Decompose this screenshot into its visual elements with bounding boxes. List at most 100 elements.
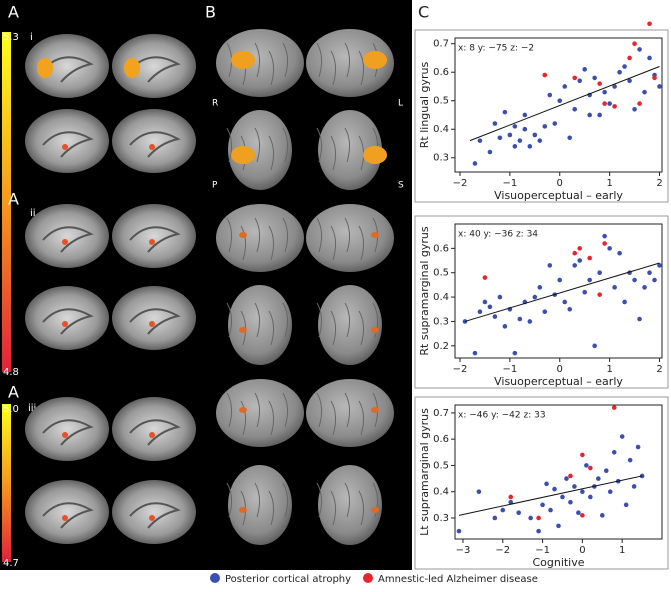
panel-frame	[414, 215, 669, 389]
data-point	[652, 75, 657, 81]
activation	[371, 232, 379, 238]
data-point	[552, 486, 557, 492]
data-point	[632, 277, 637, 283]
orientation-label: R	[212, 99, 218, 109]
data-point	[522, 126, 528, 132]
data-point	[502, 324, 508, 329]
y-tick-label: 0.3	[433, 513, 449, 524]
data-point	[647, 55, 652, 61]
sulcus	[330, 310, 337, 346]
data-point	[557, 98, 563, 104]
activation	[371, 407, 379, 413]
data-point	[556, 523, 561, 529]
sub-label: ii	[30, 208, 36, 219]
data-point	[631, 484, 637, 489]
x-tick-label: −2	[453, 178, 468, 189]
activation	[371, 507, 379, 513]
data-point	[602, 101, 607, 106]
brain-slice	[112, 480, 196, 544]
data-point	[547, 92, 553, 98]
brain-slice	[112, 34, 196, 98]
colorbar	[2, 404, 11, 562]
sulcus	[226, 482, 233, 518]
data-point	[482, 275, 488, 280]
brain-surface	[228, 110, 292, 190]
data-point	[597, 292, 602, 297]
data-point	[500, 507, 506, 513]
x-tick-label: 1	[606, 364, 612, 375]
regression-line	[464, 262, 660, 322]
data-point	[582, 67, 587, 72]
y-tick-label: 0.7	[433, 408, 449, 419]
sulcus	[330, 490, 337, 526]
sulcus	[254, 482, 261, 518]
data-point	[597, 112, 602, 118]
y-axis-label: Rt supramarginal gyrus	[418, 226, 431, 355]
brain-fold	[129, 131, 181, 158]
sulcus	[254, 217, 261, 253]
data-point	[637, 101, 642, 106]
data-point	[602, 89, 607, 95]
data-point	[587, 112, 592, 118]
legend-label: Posterior cortical atrophy	[225, 574, 351, 585]
data-point	[477, 309, 483, 315]
legend-swatch	[210, 573, 220, 583]
x-tick-label: 0	[557, 364, 563, 375]
data-point	[542, 124, 548, 129]
data-point	[587, 277, 592, 283]
x-tick-label: 0	[579, 545, 585, 556]
plot-area	[454, 404, 663, 540]
data-point	[482, 299, 488, 305]
brain-surface	[318, 110, 382, 190]
sulcus	[344, 42, 351, 78]
legend-label: Amnestic-led Alzheimer disease	[378, 574, 538, 585]
y-tick-label: 0.4	[433, 292, 449, 303]
activation	[62, 432, 68, 438]
sulcus	[268, 310, 275, 346]
panel-label: B	[205, 3, 216, 22]
colorbar-min: 4.8	[3, 367, 19, 378]
data-point	[637, 316, 642, 322]
orientation-label: S	[398, 181, 404, 191]
x-tick-label: 1	[619, 545, 625, 556]
y-tick-label: 0.4	[433, 487, 449, 498]
brain-fold	[42, 502, 94, 529]
brain-slice	[25, 286, 109, 350]
x-tick-label: −2	[453, 364, 468, 375]
data-point	[527, 319, 533, 324]
data-point	[544, 481, 549, 487]
activation	[149, 515, 155, 521]
annotation: x: −46 y: −42 z: 33	[458, 411, 546, 421]
sub-label: iii	[28, 403, 36, 414]
data-point	[560, 494, 565, 500]
x-tick-label: −1	[535, 545, 550, 556]
activation	[62, 515, 68, 521]
sulcus	[358, 225, 365, 261]
data-point	[542, 72, 548, 78]
data-point	[562, 84, 568, 89]
x-tick-label: 0	[557, 178, 563, 189]
data-point	[622, 299, 627, 305]
data-point	[462, 319, 468, 324]
data-point	[603, 468, 609, 473]
activation	[363, 146, 387, 164]
sub-label: i	[30, 32, 33, 43]
data-point	[456, 528, 462, 534]
brain-images	[25, 29, 394, 545]
data-point	[582, 289, 587, 295]
data-point	[599, 513, 605, 518]
data-point	[588, 494, 593, 500]
data-point	[602, 241, 607, 246]
data-point	[497, 135, 503, 141]
x-tick-label: −1	[502, 178, 517, 189]
colorbar-max: 5.0	[3, 404, 19, 415]
data-point	[572, 75, 578, 81]
data-point	[512, 124, 518, 129]
sulcus	[282, 482, 289, 518]
data-point	[577, 258, 582, 263]
data-point	[532, 132, 538, 138]
sulcus	[358, 310, 365, 346]
activation	[239, 327, 247, 333]
sulcus	[372, 482, 379, 518]
data-point	[562, 299, 568, 305]
